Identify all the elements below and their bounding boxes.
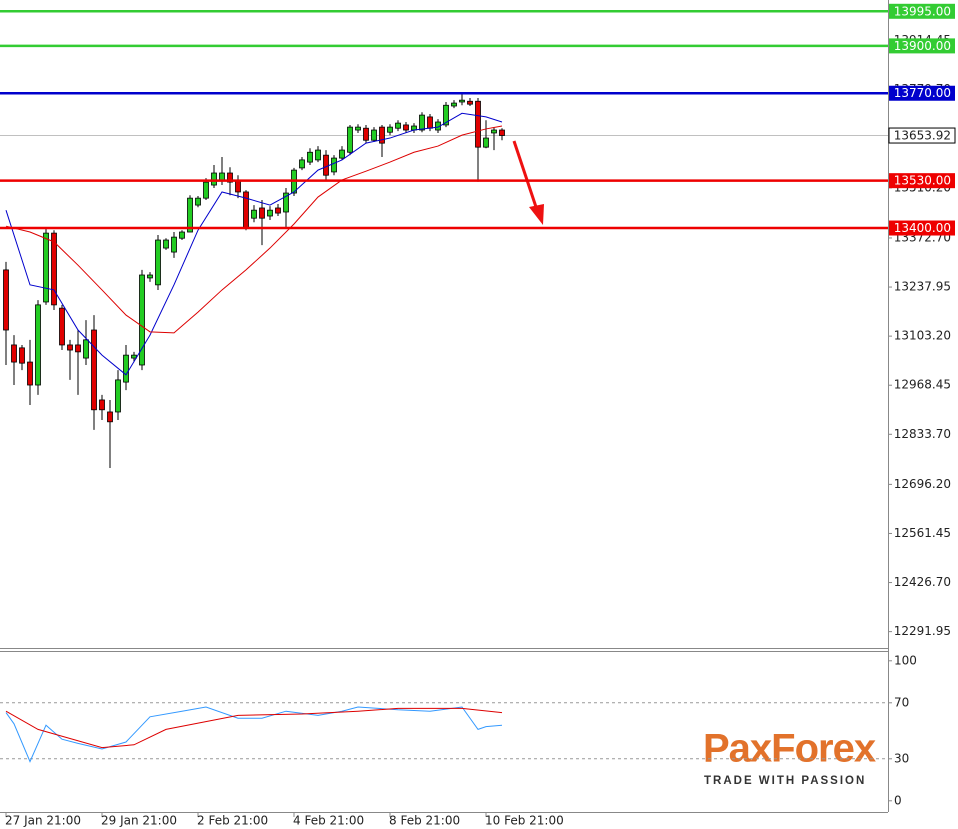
level-label-box (889, 3, 955, 19)
candle-body (299, 159, 305, 169)
candle-body (203, 181, 209, 199)
current-price-box (888, 127, 956, 144)
moving-average (5, 112, 503, 376)
candle-body (83, 339, 89, 359)
candle-body (227, 172, 233, 183)
candle-body (219, 172, 225, 181)
x-tick-label: 4 Feb 21:00 (293, 814, 364, 828)
logo-tagline: TRADE WITH PASSION (704, 775, 866, 787)
candle-body (387, 126, 393, 133)
y-tick-label: 12968.45 (894, 378, 951, 392)
candle-body (155, 239, 161, 286)
candle-body (171, 236, 177, 253)
candle-body (403, 124, 409, 131)
annotation-arrow (512, 140, 544, 225)
y-tick-label: 30 (894, 751, 909, 765)
candle-body (347, 126, 353, 153)
candle-body (459, 99, 465, 103)
candle-body (35, 304, 41, 386)
y-tick-label: 13237.95 (894, 280, 951, 294)
candle-body (179, 231, 185, 239)
x-tick-label: 10 Feb 21:00 (485, 814, 564, 828)
candle-body (475, 100, 481, 148)
candle-body (451, 102, 457, 107)
level-label-box (889, 220, 955, 236)
candle-body (59, 307, 65, 346)
indicator-line (5, 707, 503, 749)
level-label: 13400.00 (894, 221, 951, 235)
candle-body (163, 239, 169, 249)
level-label-box (889, 38, 955, 54)
y-tick-label: 70 (894, 695, 909, 709)
candle-body (355, 126, 361, 131)
current-price-label: 13653.92 (894, 129, 951, 143)
candle-body (499, 129, 505, 136)
candle-body (51, 232, 57, 306)
y-tick-label: 100 (894, 653, 917, 667)
candle-body (251, 209, 257, 219)
candle-body (195, 197, 201, 206)
y-tick-label: 12833.70 (894, 427, 951, 441)
candle-body (3, 269, 9, 331)
level-label: 13900.00 (894, 39, 951, 53)
candle-body (147, 274, 153, 279)
x-tick-label: 27 Jan 21:00 (5, 814, 81, 828)
candle-body (491, 129, 497, 134)
x-tick-label: 29 Jan 21:00 (101, 814, 177, 828)
candle-body (107, 411, 113, 423)
candle-body (115, 379, 121, 413)
level-label-box (889, 173, 955, 189)
candle-body (323, 154, 329, 176)
y-tick-label: 12561.45 (894, 526, 951, 540)
candle-body (363, 127, 369, 141)
candle-body (99, 399, 105, 411)
candle-body (75, 344, 81, 353)
candle-body (339, 149, 345, 159)
y-tick-label: 13103.20 (894, 329, 951, 343)
level-label: 13995.00 (894, 4, 951, 18)
logo-name: PaxForex (703, 727, 876, 771)
candle-body (371, 129, 377, 141)
candle-body (267, 209, 273, 217)
candle-body (315, 149, 321, 161)
logo: PaxForex TRADE WITH PASSION (703, 727, 877, 787)
candle-body (91, 329, 97, 411)
candle-body (259, 207, 265, 219)
candle-body (19, 347, 25, 364)
y-tick-label: 12291.95 (894, 624, 951, 638)
candle-body (67, 344, 73, 351)
moving-average (5, 125, 503, 334)
y-tick-label: 0 (894, 793, 902, 807)
x-tick-label: 2 Feb 21:00 (197, 814, 268, 828)
candle-body (27, 361, 33, 386)
y-tick-label: 12426.70 (894, 575, 951, 589)
candle-body (131, 354, 137, 359)
candle-body (187, 197, 193, 233)
candle-body (379, 126, 385, 144)
level-label-box (889, 85, 955, 101)
candle-body (275, 207, 281, 214)
candle-body (419, 114, 425, 131)
candle-body (43, 232, 49, 303)
candle-body (211, 172, 217, 186)
candle-body (467, 100, 473, 105)
candle-body (123, 354, 129, 383)
frame (0, 0, 889, 813)
candle-body (483, 137, 489, 148)
candle-body (11, 344, 17, 363)
candle-body (395, 122, 401, 129)
candle-body (307, 151, 313, 163)
candle-body (283, 192, 289, 213)
candle-body (139, 274, 145, 366)
x-tick-label: 8 Feb 21:00 (389, 814, 460, 828)
candle-body (331, 157, 337, 173)
candle-body (443, 104, 449, 126)
level-label: 13530.00 (894, 174, 951, 188)
candle-body (427, 116, 433, 129)
level-label: 13770.00 (894, 86, 951, 100)
y-tick-label: 12696.20 (894, 477, 951, 491)
